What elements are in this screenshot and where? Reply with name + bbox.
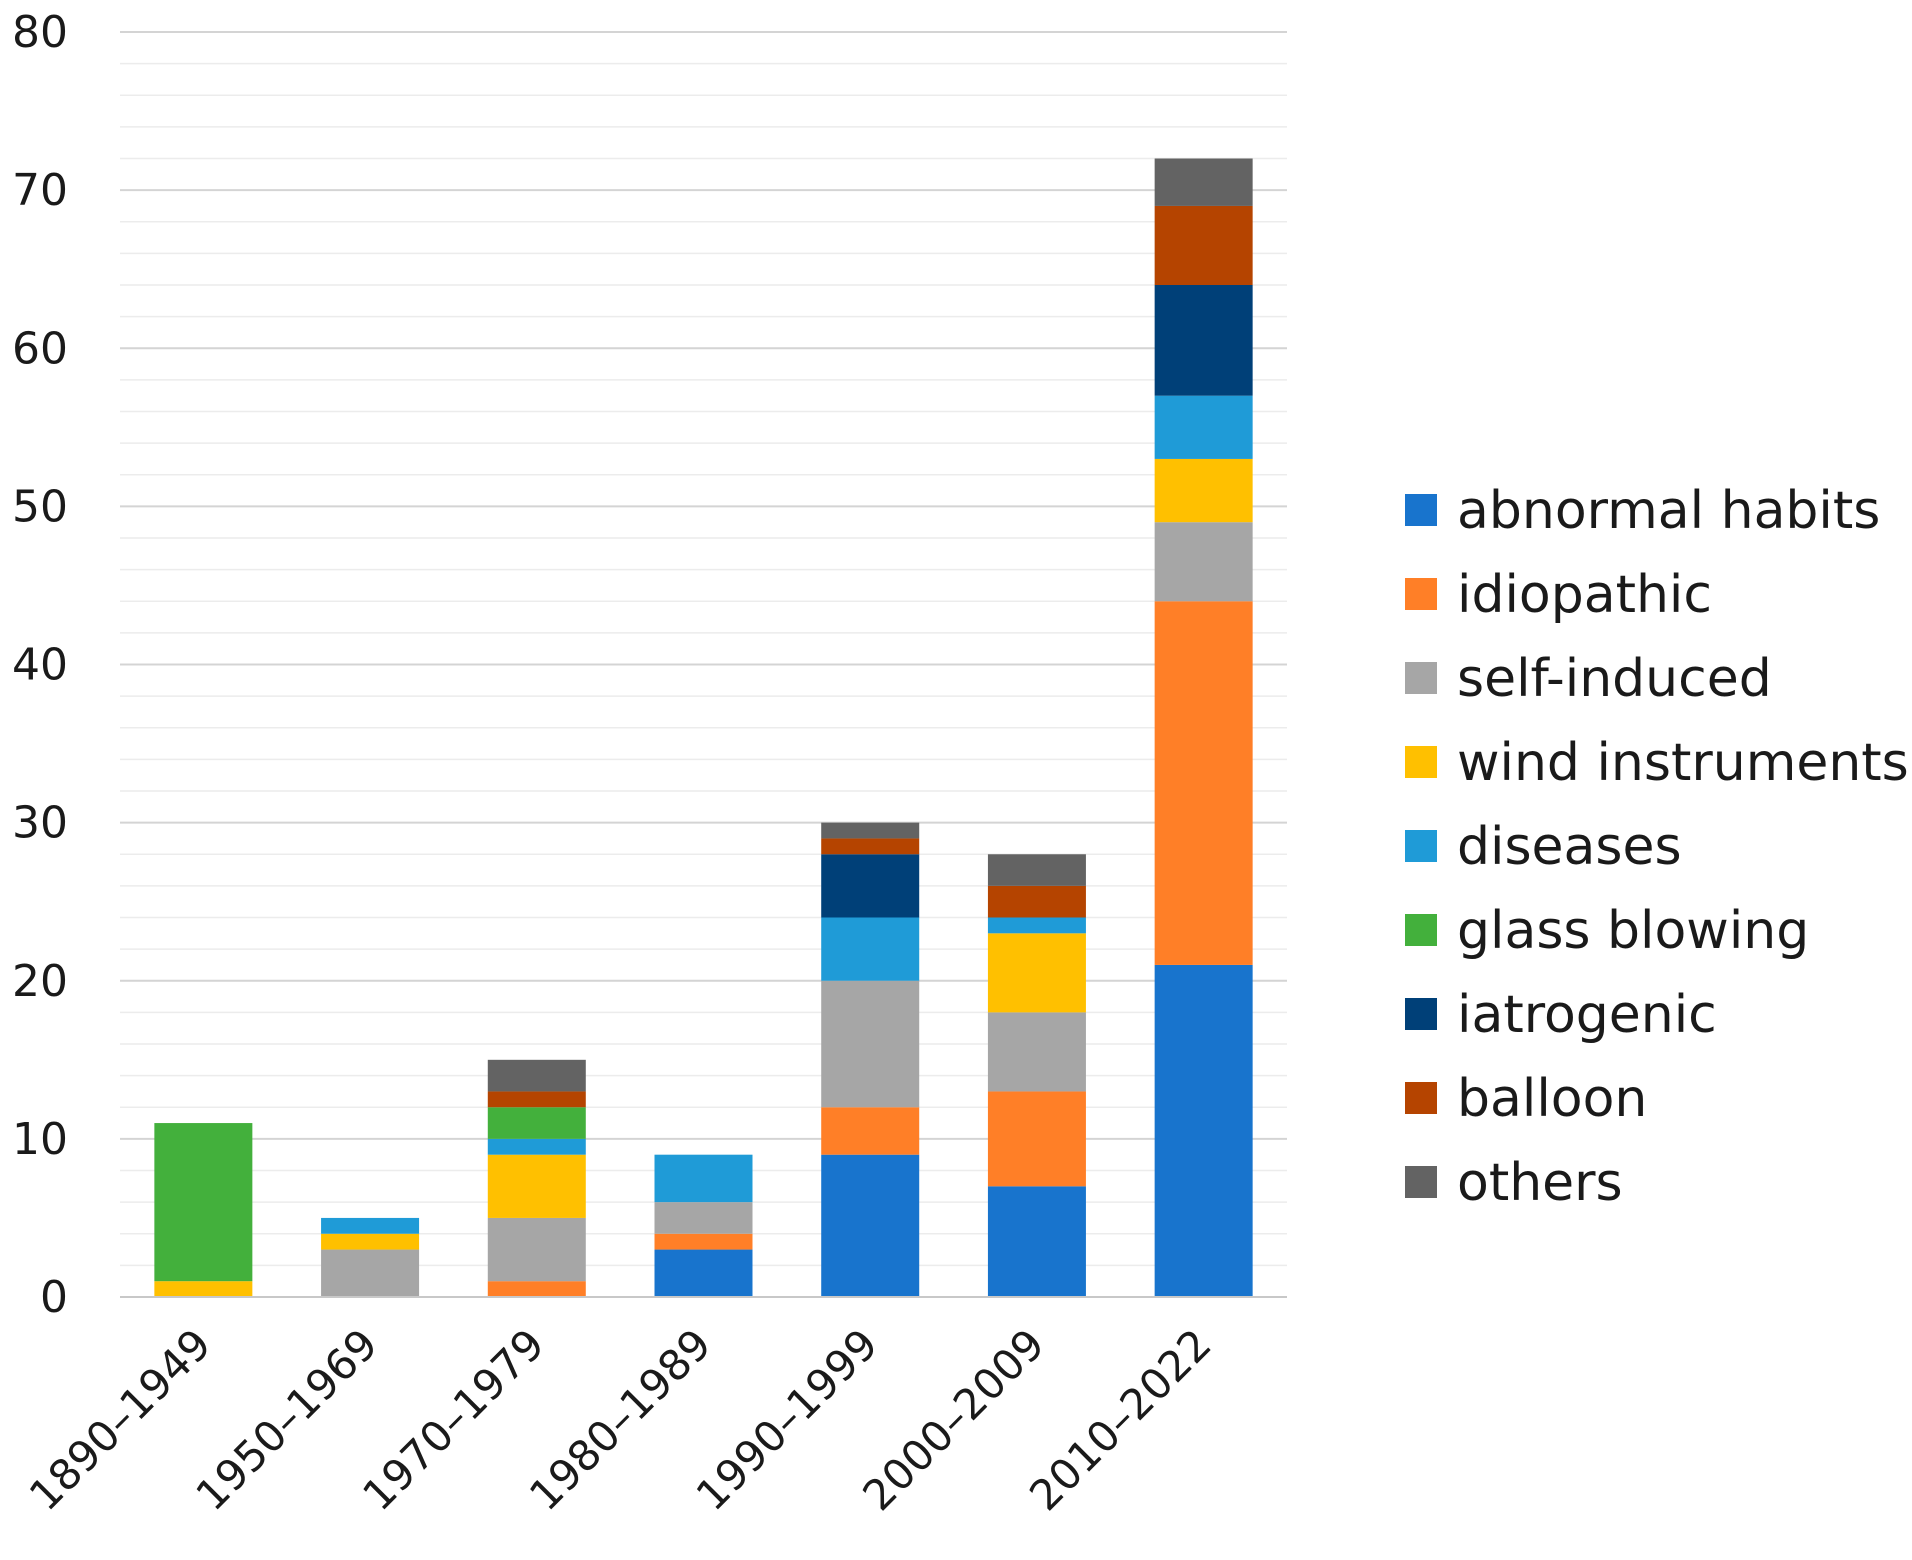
x-axis: 1890–19491950–19691970–19791980–19891990… xyxy=(20,1296,1287,1520)
y-tick-label: 70 xyxy=(12,165,68,216)
bar-segment-glass-blowing-0 xyxy=(154,1123,253,1282)
y-tick-label: 50 xyxy=(12,481,68,532)
bar-segment-abnormal-habits-6 xyxy=(1154,964,1253,1297)
bar-segment-others-2 xyxy=(487,1059,586,1092)
bar-segment-diseases-2 xyxy=(487,1138,586,1155)
y-axis: 0 10 20 30 40 50 60 70 80 xyxy=(12,7,68,1323)
legend-swatch xyxy=(1405,662,1437,694)
legend: abnormal habits idiopathic self-induced win… xyxy=(1405,481,1909,1213)
bar-segment-diseases-3 xyxy=(654,1154,753,1203)
legend-label: wind instruments xyxy=(1457,733,1909,793)
y-tick-label: 20 xyxy=(12,956,68,1007)
legend-swatch xyxy=(1405,914,1437,946)
legend-label: self-induced xyxy=(1457,649,1772,709)
legend-label: glass blowing xyxy=(1457,901,1809,961)
bar-segment-glass-blowing-2 xyxy=(487,1107,586,1139)
bar-segment-balloon-5 xyxy=(987,885,1086,918)
bar-segment-others-5 xyxy=(987,854,1086,886)
bar-segment-wind-instruments-6 xyxy=(1154,458,1253,523)
y-tick-label: 0 xyxy=(40,1272,68,1323)
bar-segment-idiopathic-4 xyxy=(821,1107,920,1155)
bar-segment-diseases-6 xyxy=(1154,395,1253,459)
legend-swatch xyxy=(1405,998,1437,1030)
legend-swatch xyxy=(1405,1166,1437,1198)
bar-segment-wind-instruments-0 xyxy=(154,1281,253,1297)
bar-segment-self-induced-1 xyxy=(321,1249,420,1297)
bar-segment-others-6 xyxy=(1154,158,1253,206)
bar-segment-self-induced-3 xyxy=(654,1202,753,1234)
bar-segment-others-4 xyxy=(821,822,920,839)
legend-swatch xyxy=(1405,746,1437,778)
bar-segment-wind-instruments-5 xyxy=(987,933,1086,1013)
legend-swatch xyxy=(1405,1082,1437,1114)
bar-segment-idiopathic-3 xyxy=(654,1233,753,1250)
bar-segment-self-induced-2 xyxy=(487,1217,586,1282)
y-tick-label: 10 xyxy=(12,1114,68,1165)
y-tick-label: 40 xyxy=(12,640,68,691)
bar-segment-abnormal-habits-3 xyxy=(654,1249,753,1297)
bar-segment-diseases-5 xyxy=(987,917,1086,934)
legend-label: diseases xyxy=(1457,817,1682,877)
bar-segment-abnormal-habits-5 xyxy=(987,1186,1086,1297)
x-tick-label: 2010–2022 xyxy=(1020,1319,1221,1520)
bar-segment-balloon-2 xyxy=(487,1091,586,1108)
bar-segment-self-induced-6 xyxy=(1154,522,1253,602)
legend-label: abnormal habits xyxy=(1457,481,1880,541)
bar-segment-self-induced-4 xyxy=(821,980,920,1108)
legend-swatch xyxy=(1405,830,1437,862)
bar-segment-iatrogenic-4 xyxy=(821,854,920,918)
legend-label: idiopathic xyxy=(1457,565,1712,625)
bar-segment-wind-instruments-2 xyxy=(487,1154,586,1218)
bar-segment-idiopathic-6 xyxy=(1154,601,1253,965)
bar-segment-self-induced-5 xyxy=(987,1012,1086,1092)
bar-segment-diseases-1 xyxy=(321,1217,420,1234)
y-tick-label: 80 xyxy=(12,7,68,58)
bars xyxy=(154,158,1253,1297)
bar-segment-abnormal-habits-4 xyxy=(821,1154,920,1297)
bar-segment-balloon-6 xyxy=(1154,205,1253,285)
legend-swatch xyxy=(1405,578,1437,610)
bar-segment-iatrogenic-6 xyxy=(1154,285,1253,396)
legend-label: balloon xyxy=(1457,1069,1647,1129)
bar-segment-diseases-4 xyxy=(821,917,920,981)
y-tick-label: 30 xyxy=(12,798,68,849)
legend-label: iatrogenic xyxy=(1457,985,1717,1045)
legend-swatch xyxy=(1405,494,1437,526)
y-tick-label: 60 xyxy=(12,323,68,374)
bar-segment-idiopathic-2 xyxy=(487,1281,586,1297)
gridlines xyxy=(120,31,1287,1298)
bar-segment-wind-instruments-1 xyxy=(321,1233,420,1250)
legend-label: others xyxy=(1457,1153,1623,1213)
bar-segment-idiopathic-5 xyxy=(987,1091,1086,1187)
bar-segment-balloon-4 xyxy=(821,838,920,855)
